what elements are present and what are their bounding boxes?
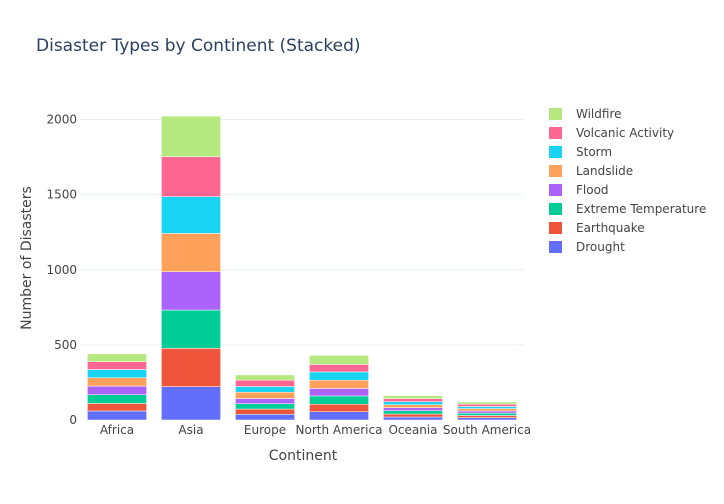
legend-label: Landslide <box>576 164 633 178</box>
legend: Wildfire Volcanic Activity Storm Landslide F… <box>549 107 706 254</box>
bar-segment[interactable] <box>87 377 147 387</box>
legend-swatch <box>549 127 562 139</box>
legend-label: Volcanic Activity <box>576 126 674 140</box>
legend-item[interactable]: Extreme Temperature <box>549 202 706 216</box>
bar-segment[interactable] <box>87 385 147 396</box>
bar-segment[interactable] <box>383 395 443 399</box>
x-tick-label: Oceania <box>388 423 437 437</box>
y-tick-label: 2000 <box>46 113 77 127</box>
bar-segment[interactable] <box>235 403 295 410</box>
bar-segment[interactable] <box>457 417 517 421</box>
y-axis-label: Number of Disasters <box>19 186 35 330</box>
bar-segment[interactable] <box>161 196 221 234</box>
bar-segment[interactable] <box>457 401 517 405</box>
bar-segment[interactable] <box>87 403 147 412</box>
legend-label: Earthquake <box>576 221 645 235</box>
bar-segment[interactable] <box>161 271 221 311</box>
bar-segment[interactable] <box>161 386 221 421</box>
legend-label: Extreme Temperature <box>576 202 706 216</box>
legend-item[interactable]: Flood <box>549 183 609 197</box>
bar-segment[interactable] <box>161 115 221 158</box>
legend-label: Storm <box>576 145 612 159</box>
bar-segment[interactable] <box>309 395 369 405</box>
bar-segment[interactable] <box>87 353 147 362</box>
legend-label: Wildfire <box>576 107 622 121</box>
bar-segment[interactable] <box>235 414 295 421</box>
x-tick-label: Africa <box>100 423 134 437</box>
bar-segment[interactable] <box>161 309 221 349</box>
x-tick-label: North America <box>296 423 383 437</box>
bar-segment[interactable] <box>161 233 221 272</box>
legend-label: Flood <box>576 183 609 197</box>
legend-swatch <box>549 165 562 177</box>
y-tick-label: 0 <box>69 413 77 427</box>
bar-segment[interactable] <box>161 348 221 387</box>
chart-title: Disaster Types by Continent (Stacked) <box>36 36 361 56</box>
legend-item[interactable]: Wildfire <box>549 107 622 121</box>
legend-swatch <box>549 184 562 196</box>
bar-segment[interactable] <box>383 410 443 415</box>
legend-item[interactable]: Earthquake <box>549 221 645 235</box>
bar-segment[interactable] <box>309 379 369 389</box>
y-tick-label: 500 <box>54 338 77 352</box>
bar-segment[interactable] <box>383 401 443 405</box>
bar-segment[interactable] <box>383 404 443 408</box>
bar-segment[interactable] <box>235 408 295 415</box>
legend-item[interactable]: Volcanic Activity <box>549 126 674 140</box>
gridlines <box>80 119 524 346</box>
bar-segment[interactable] <box>309 355 369 365</box>
legend-item[interactable]: Drought <box>549 240 625 254</box>
y-axis-ticks: 0 500 1000 1500 2000 <box>46 113 77 427</box>
bar-segment[interactable] <box>309 371 369 381</box>
x-axis-label: Continent <box>269 448 338 464</box>
legend-swatch <box>549 203 562 215</box>
bar-segment[interactable] <box>309 364 369 373</box>
x-tick-label: South America <box>443 423 531 437</box>
x-tick-label: Asia <box>178 423 203 437</box>
legend-swatch <box>549 241 562 253</box>
bar-segment[interactable] <box>235 386 295 393</box>
bar-segment[interactable] <box>457 403 517 407</box>
bar-segment[interactable] <box>457 406 517 409</box>
bar-segment[interactable] <box>235 398 295 405</box>
bar-segment[interactable] <box>383 413 443 418</box>
bar-segment[interactable] <box>383 407 443 411</box>
bar-segment[interactable] <box>87 369 147 379</box>
bar-segment[interactable] <box>87 410 147 421</box>
bar-segment[interactable] <box>309 403 369 412</box>
bar-segment[interactable] <box>87 361 147 370</box>
bar-segment[interactable] <box>457 412 517 416</box>
legend-swatch <box>549 146 562 158</box>
legend-item[interactable]: Storm <box>549 145 612 159</box>
bar-segment[interactable] <box>161 156 221 197</box>
bar-segment[interactable] <box>457 415 517 418</box>
bars <box>87 115 517 421</box>
bar-segment[interactable] <box>235 374 295 381</box>
x-axis-ticks: Africa Asia Europe North America Oceania Sout… <box>100 423 531 437</box>
bar-segment[interactable] <box>457 410 517 414</box>
bar-segment[interactable] <box>309 388 369 397</box>
bar-segment[interactable] <box>87 394 147 404</box>
y-tick-label: 1500 <box>46 188 77 202</box>
y-tick-label: 1000 <box>46 263 77 277</box>
bar-segment[interactable] <box>309 411 369 421</box>
bar-segment[interactable] <box>383 416 443 421</box>
legend-swatch <box>549 108 562 120</box>
legend-swatch <box>549 222 562 234</box>
legend-label: Drought <box>576 240 625 254</box>
bar-segment[interactable] <box>235 379 295 387</box>
x-tick-label: Europe <box>244 423 286 437</box>
legend-item[interactable]: Landslide <box>549 164 633 178</box>
bar-segment[interactable] <box>383 398 443 402</box>
bar-segment[interactable] <box>235 391 295 399</box>
bar-segment[interactable] <box>457 408 517 412</box>
